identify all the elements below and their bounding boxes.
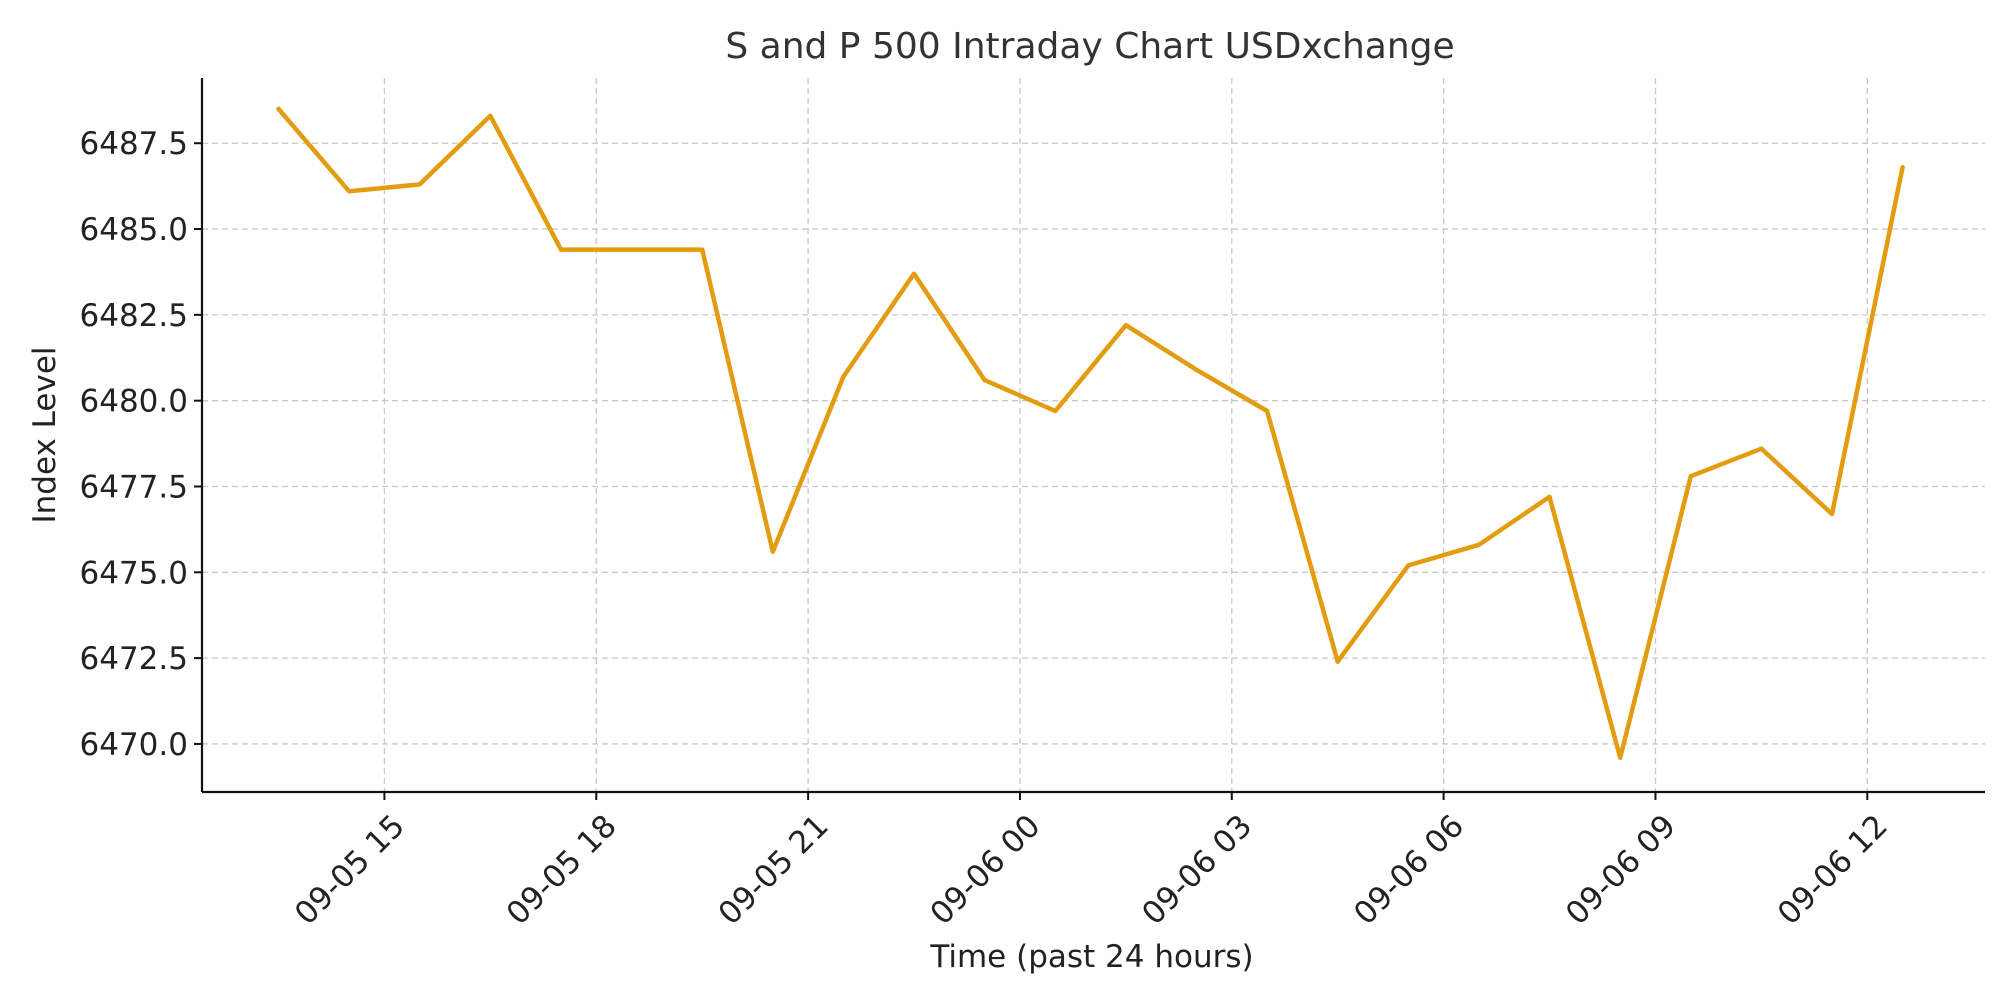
y-tick-label: 6477.5	[80, 469, 188, 505]
x-tick-label: 09-06 03	[1135, 808, 1259, 932]
y-tick-label: 6472.5	[80, 641, 188, 677]
x-tick-label: 09-05 15	[288, 808, 412, 932]
y-tick-label: 6470.0	[80, 727, 188, 763]
y-axis-label: Index Level	[27, 346, 63, 523]
x-tick-label: 09-05 21	[712, 808, 836, 932]
gridlines	[202, 78, 1985, 792]
axes	[200, 78, 1985, 794]
x-tick-label: 09-06 00	[923, 808, 1047, 932]
x-tick-label: 09-06 06	[1347, 808, 1471, 932]
x-axis-ticks: 09-05 15 09-05 18 09-05 21 09-06 00 09-06 03…	[288, 792, 1895, 932]
x-tick-label: 09-05 18	[500, 808, 624, 932]
chart-title: S and P 500 Intraday Chart USDxchange	[725, 26, 1454, 67]
y-tick-label: 6480.0	[80, 384, 188, 420]
y-tick-label: 6475.0	[80, 555, 188, 591]
series-line	[276, 106, 1905, 760]
series-layer	[276, 106, 1905, 760]
x-tick-label: 09-06 12	[1771, 808, 1895, 932]
y-tick-label: 6482.5	[80, 298, 188, 334]
y-tick-label: 6485.0	[80, 212, 188, 248]
y-tick-label: 6487.5	[80, 126, 188, 162]
x-axis-label: Time (past 24 hours)	[929, 939, 1253, 975]
x-tick-label: 09-06 09	[1559, 808, 1683, 932]
y-axis-ticks: 6470.0 6472.5 6475.0 6477.5 6480.0 6482.5 6485…	[80, 126, 202, 763]
